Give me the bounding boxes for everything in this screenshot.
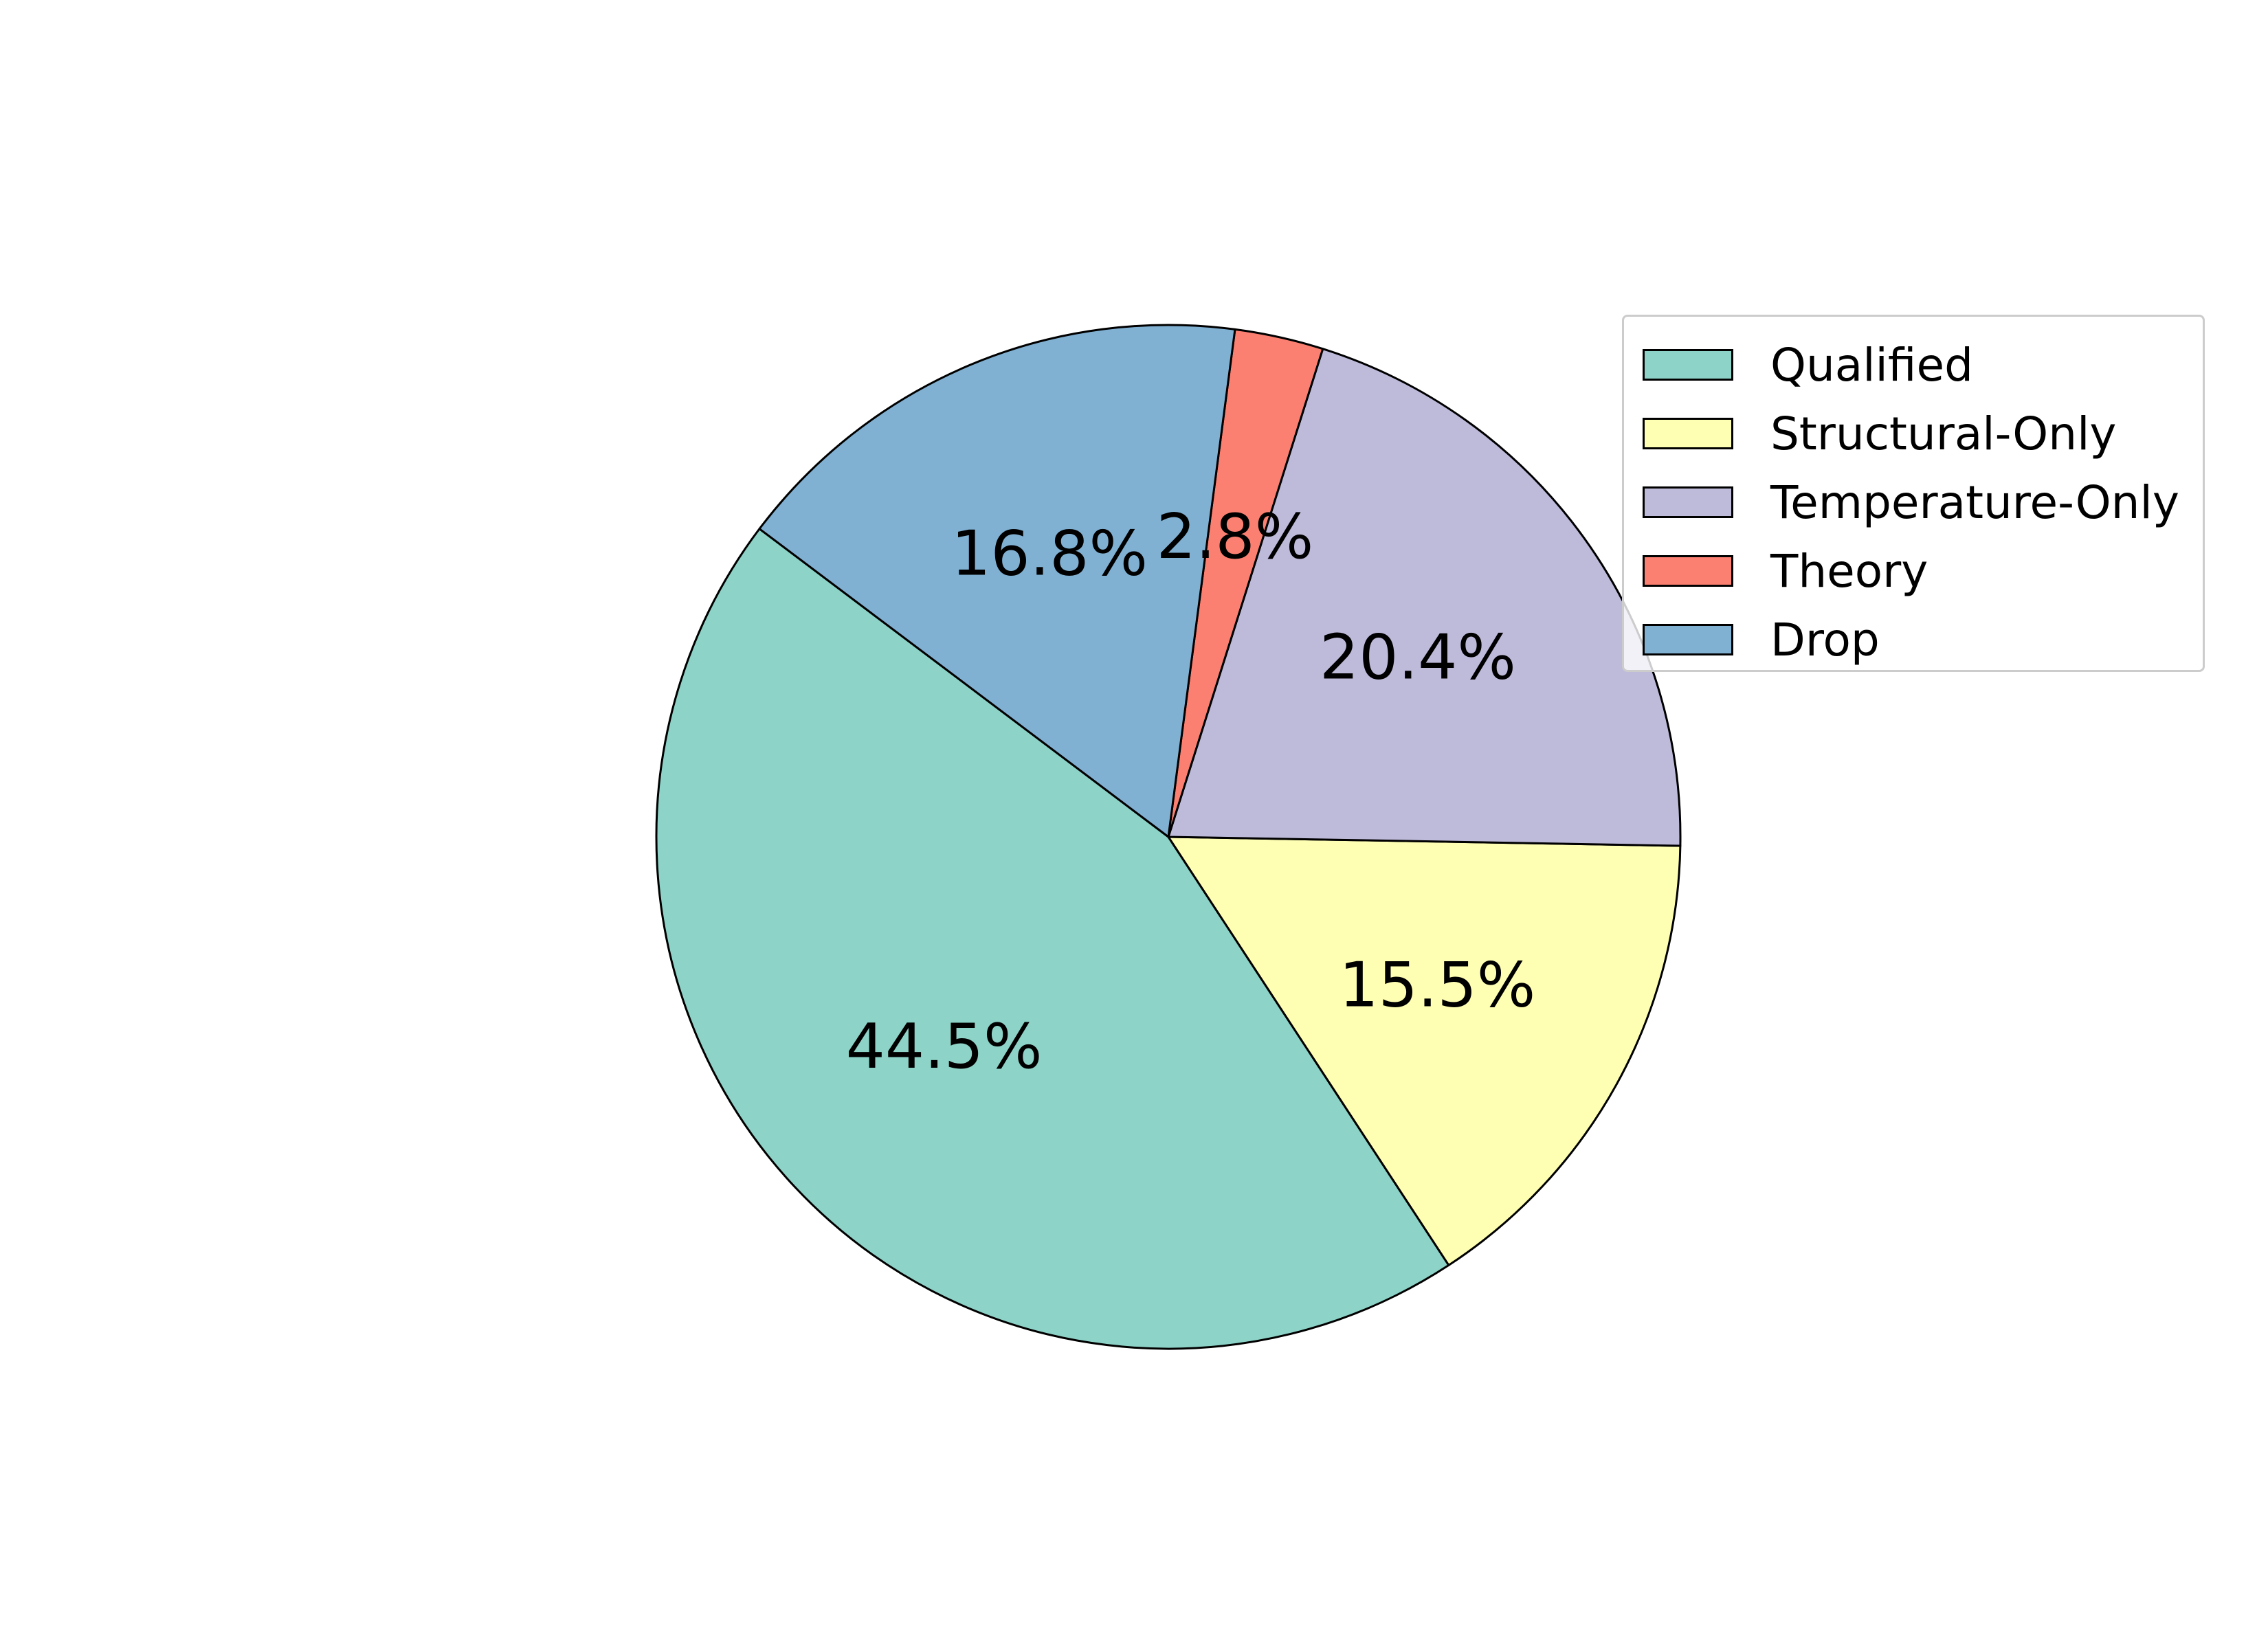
legend-item-qualified: Qualified <box>1624 330 2203 399</box>
legend-item-temperature-only: Temperature-Only <box>1624 468 2203 537</box>
legend-label-theory: Theory <box>1770 544 1928 598</box>
legend-swatch-qualified <box>1643 349 1733 381</box>
pie-slice-drop <box>758 324 1236 838</box>
legend-item-theory: Theory <box>1624 537 2203 605</box>
legend: Qualified Structural-Only Temperature-On… <box>1622 315 2205 672</box>
pie-label-drop: 16.8% <box>951 517 1148 590</box>
pie-slice-temperature-only <box>1167 348 1682 847</box>
legend-swatch-temperature-only <box>1643 486 1733 518</box>
pie-percent-labels: 44.5% 15.5% 20.4%2.8%16.8% <box>846 501 1536 1083</box>
pie-slice-qualified <box>655 528 1450 1350</box>
legend-swatch-drop <box>1643 624 1733 655</box>
legend-swatch-structural-only <box>1643 418 1733 449</box>
legend-label-qualified: Qualified <box>1770 338 1973 392</box>
pie-label-structural-only: 15.5% <box>1339 950 1535 1022</box>
pie-slice-structural-only <box>1167 835 1682 1266</box>
pie-label-theory: 2.8% <box>1157 501 1314 573</box>
legend-label-drop: Drop <box>1770 613 1880 666</box>
legend-item-structural-only: Structural-Only <box>1624 399 2203 468</box>
legend-label-temperature-only: Temperature-Only <box>1770 475 2179 529</box>
legend-swatch-theory <box>1643 555 1733 587</box>
legend-label-structural-only: Structural-Only <box>1770 407 2117 460</box>
pie-slices <box>655 324 1682 1350</box>
pie-label-qualified: 44.5% <box>846 1011 1043 1083</box>
legend-item-drop: Drop <box>1624 605 2203 674</box>
pie-label-temperature-only: 20.4% <box>1320 622 1516 694</box>
